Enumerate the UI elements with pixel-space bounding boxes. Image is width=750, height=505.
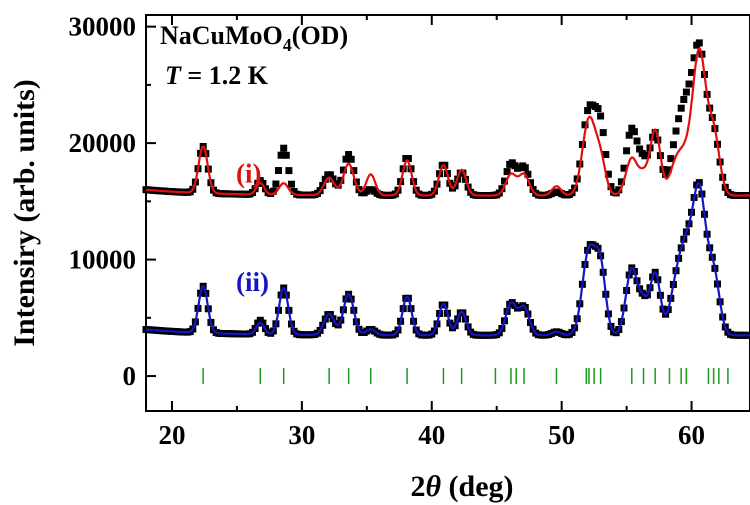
observed-point-i bbox=[527, 179, 534, 187]
observed-point-i bbox=[280, 144, 288, 152]
y-tick-label: 10000 bbox=[69, 245, 137, 275]
observed-point-i bbox=[342, 155, 350, 163]
y-tick-label: 30000 bbox=[69, 12, 137, 42]
observed-point-i bbox=[669, 141, 677, 149]
x-axis-label: 2θ (deg) bbox=[410, 470, 513, 503]
x-axis-label-symbol: θ bbox=[425, 470, 441, 503]
observed-point-i bbox=[636, 145, 644, 153]
observed-point-i bbox=[404, 155, 412, 162]
observed-point-i bbox=[521, 164, 529, 172]
observed-point-i bbox=[651, 129, 659, 136]
fit-curve-ii bbox=[146, 181, 750, 337]
observed-point-i bbox=[680, 96, 688, 103]
observed-point-i bbox=[288, 180, 295, 188]
y-axis-label: Intensiry (arb. units) bbox=[8, 79, 41, 347]
compound-base: NaCuMoO bbox=[160, 21, 283, 50]
x-tick-label: 20 bbox=[158, 420, 185, 450]
x-tick-label: 60 bbox=[678, 420, 705, 450]
x-tick-label: 50 bbox=[548, 420, 575, 450]
observed-point-i bbox=[602, 151, 610, 158]
observed-point-i bbox=[675, 115, 683, 123]
observed-point-i bbox=[277, 151, 285, 159]
plot-frame bbox=[145, 14, 750, 412]
observed-point-i bbox=[339, 166, 347, 174]
observed-point-i bbox=[667, 155, 675, 163]
observed-point-i bbox=[329, 175, 337, 183]
observed-point-i bbox=[633, 137, 641, 145]
observed-point-i bbox=[620, 164, 628, 172]
observed-point-i bbox=[285, 167, 293, 175]
observed-point-i bbox=[630, 128, 638, 136]
observed-point-i bbox=[597, 112, 605, 120]
observed-point-i bbox=[677, 104, 685, 112]
observed-point-i bbox=[623, 147, 631, 155]
observed-point-i bbox=[345, 151, 353, 158]
observed-point-i bbox=[685, 80, 693, 88]
y-tick-labels: 0 10000 20000 30000 bbox=[69, 12, 137, 391]
observed-point-i bbox=[498, 185, 506, 193]
observed-point-i bbox=[604, 170, 612, 178]
x-tick-label: 30 bbox=[288, 420, 315, 450]
x-tick-label: 40 bbox=[418, 420, 445, 450]
temperature-symbol: T bbox=[165, 61, 182, 90]
x-tick-labels: 20 30 40 50 60 bbox=[158, 420, 705, 450]
compound-annotation: NaCuMoO4(OD) bbox=[160, 21, 348, 55]
x-axis-label-prefix: 2 bbox=[410, 470, 425, 503]
bragg-tick-marks bbox=[202, 368, 729, 385]
y-tick-label: 20000 bbox=[69, 128, 137, 158]
observed-point-i bbox=[524, 170, 532, 178]
plot-area bbox=[145, 14, 750, 412]
compound-subscript: 4 bbox=[283, 35, 292, 55]
observed-point-i bbox=[347, 155, 355, 163]
observed-point-i bbox=[581, 121, 589, 129]
observed-point-i bbox=[282, 151, 290, 159]
observed-point-i bbox=[690, 54, 698, 62]
observed-point-i bbox=[501, 177, 508, 185]
observed-point-i bbox=[503, 168, 511, 176]
y-tick-label: 0 bbox=[123, 361, 137, 391]
observed-point-i bbox=[617, 178, 625, 186]
observed-point-i bbox=[695, 39, 703, 47]
observed-point-i bbox=[615, 186, 623, 194]
observed-point-i bbox=[664, 166, 672, 174]
observed-point-i bbox=[682, 88, 690, 96]
observed-point-i bbox=[643, 151, 651, 159]
observed-point-i bbox=[688, 69, 695, 76]
observed-point-i bbox=[337, 176, 345, 184]
observed-point-i bbox=[625, 131, 633, 139]
series-label-i: (i) bbox=[236, 159, 261, 189]
series-label-ii: (ii) bbox=[236, 267, 269, 297]
observed-point-i bbox=[662, 170, 670, 178]
axis-ticks bbox=[146, 15, 693, 411]
observed-point-i bbox=[272, 180, 280, 188]
temperature-value: = 1.2 K bbox=[181, 61, 269, 90]
temperature-annotation: T = 1.2 K bbox=[165, 61, 269, 90]
observed-point-i bbox=[584, 107, 592, 115]
observed-point-i bbox=[594, 105, 602, 112]
observed-point-i bbox=[672, 127, 680, 135]
x-axis-label-unit: (deg) bbox=[441, 470, 513, 503]
compound-suffix: (OD) bbox=[292, 21, 348, 50]
observed-point-i bbox=[334, 181, 342, 189]
observed-point-i bbox=[275, 167, 282, 174]
observed-point-i bbox=[607, 183, 615, 191]
fit-curve-i bbox=[145, 47, 750, 197]
observed-point-i bbox=[350, 167, 358, 175]
observed-point-i bbox=[269, 187, 277, 195]
observed-point-i bbox=[326, 171, 334, 179]
observed-point-i bbox=[321, 175, 329, 183]
observed-point-i bbox=[599, 129, 607, 137]
